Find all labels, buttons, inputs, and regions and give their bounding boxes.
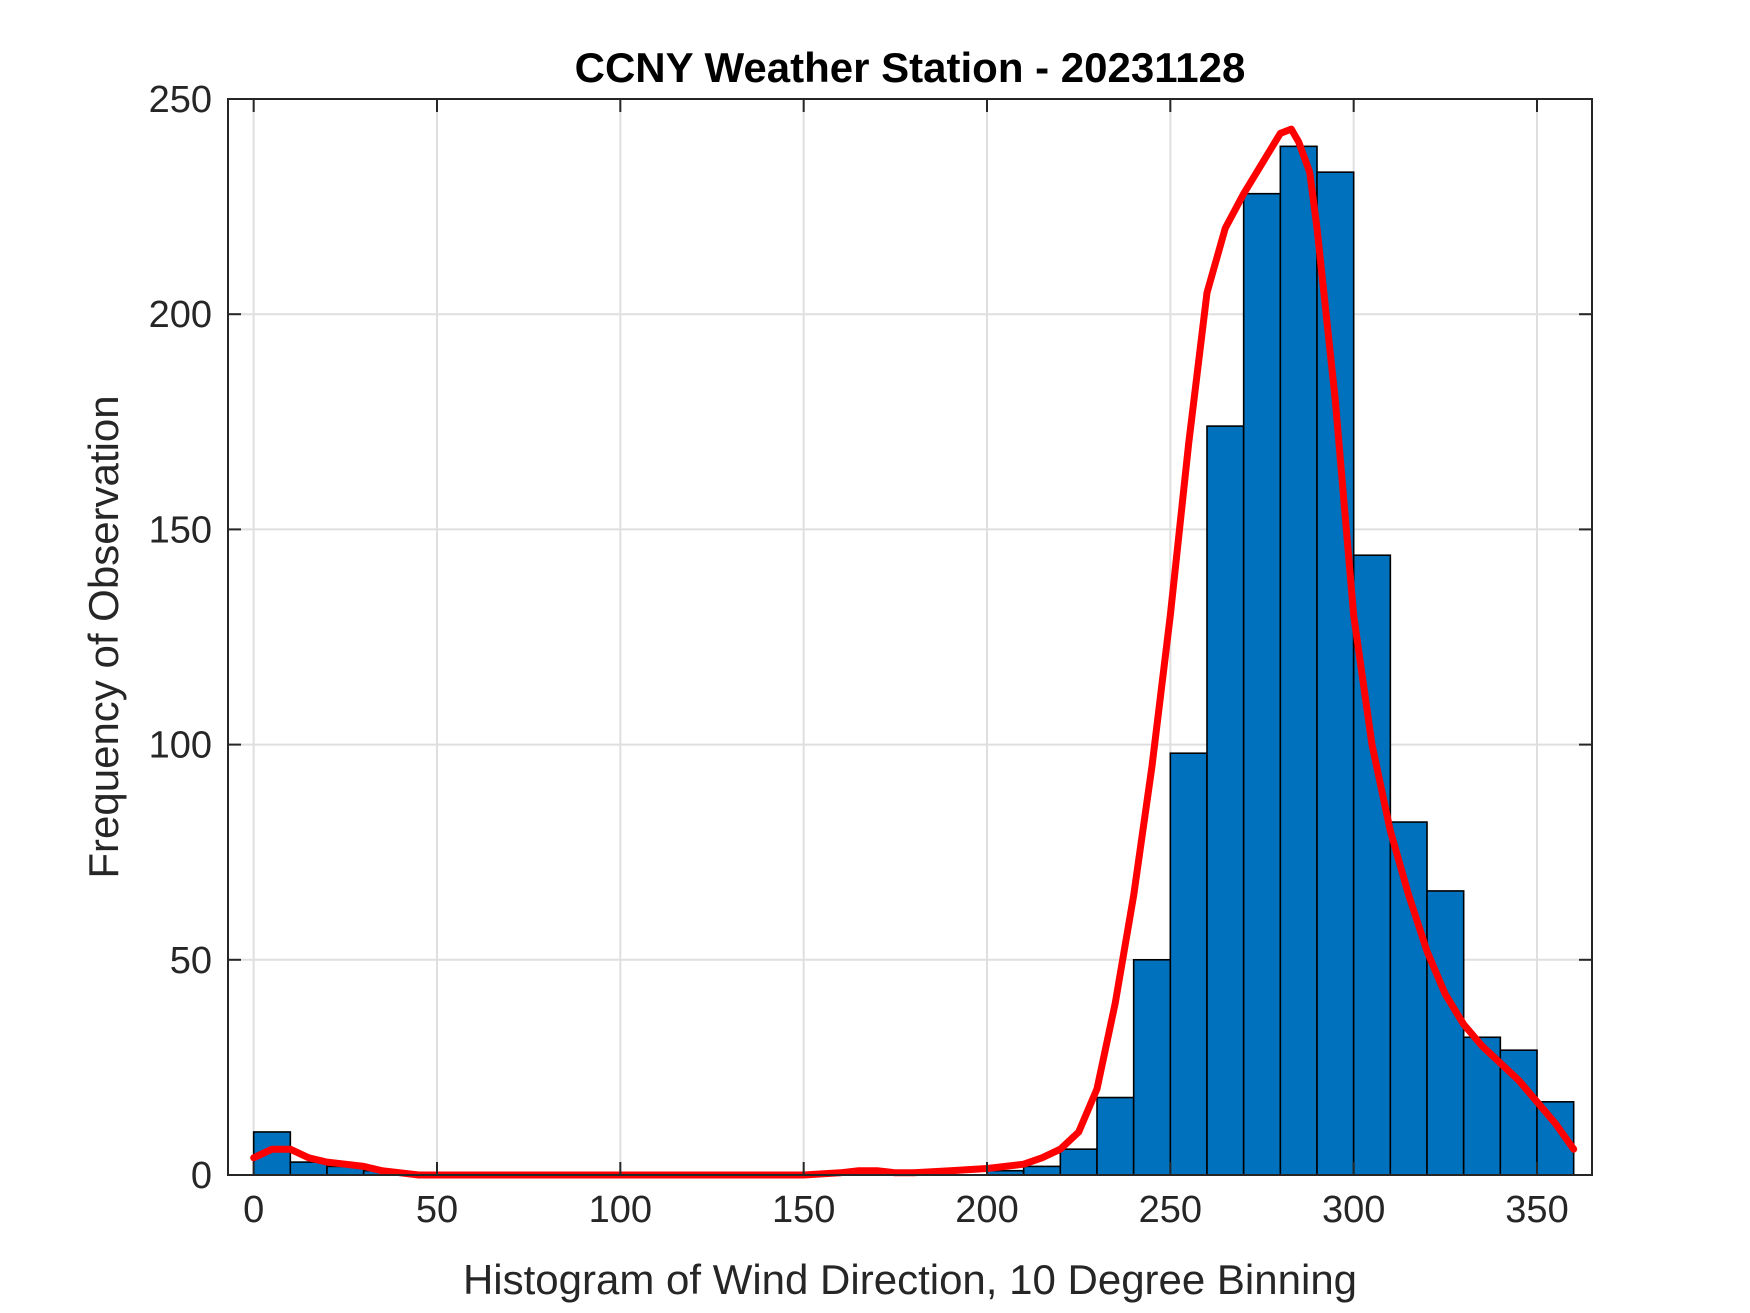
axis-ticks (228, 98, 1592, 1176)
histogram-bar (1096, 1096, 1135, 1176)
x-tick-label: 300 (1322, 1189, 1385, 1231)
x-tick-label: 200 (955, 1189, 1018, 1231)
y-tick-label: 0 (191, 1155, 212, 1197)
histogram-bar (1316, 171, 1355, 1176)
histogram-bars (252, 145, 1575, 1176)
x-axis-label: Histogram of Wind Direction, 10 Degree B… (463, 1256, 1357, 1303)
histogram-bar (1132, 958, 1172, 1176)
histogram-bar (1426, 890, 1465, 1176)
x-tick-labels: 0 50 100 150 200 250 300 350 (243, 1189, 1569, 1231)
histogram-bar (1389, 821, 1428, 1176)
plot-border (227, 98, 1593, 1176)
x-tick-label: 50 (416, 1189, 458, 1231)
histogram-bar (1022, 1165, 1062, 1176)
y-axis-label: Frequency of Observation (80, 395, 127, 878)
y-tick-labels: 0 50 100 150 200 250 (149, 79, 212, 1197)
histogram-bar (1059, 1148, 1098, 1176)
y-tick-label: 250 (149, 79, 212, 121)
histogram-bar (1169, 752, 1208, 1176)
y-tick-label: 100 (149, 725, 212, 767)
y-tick-label: 50 (170, 940, 212, 982)
x-tick-label: 350 (1505, 1189, 1568, 1231)
histogram-bar (1279, 145, 1318, 1176)
histogram-bar (1206, 425, 1245, 1176)
histogram-bar (1242, 192, 1282, 1176)
x-tick-label: 150 (772, 1189, 835, 1231)
chart-title: CCNY Weather Station - 20231128 (575, 44, 1246, 91)
x-tick-label: 100 (589, 1189, 652, 1231)
x-tick-label: 0 (243, 1189, 264, 1231)
x-tick-label: 250 (1139, 1189, 1202, 1231)
y-tick-label: 150 (149, 509, 212, 551)
y-tick-label: 200 (149, 294, 212, 336)
